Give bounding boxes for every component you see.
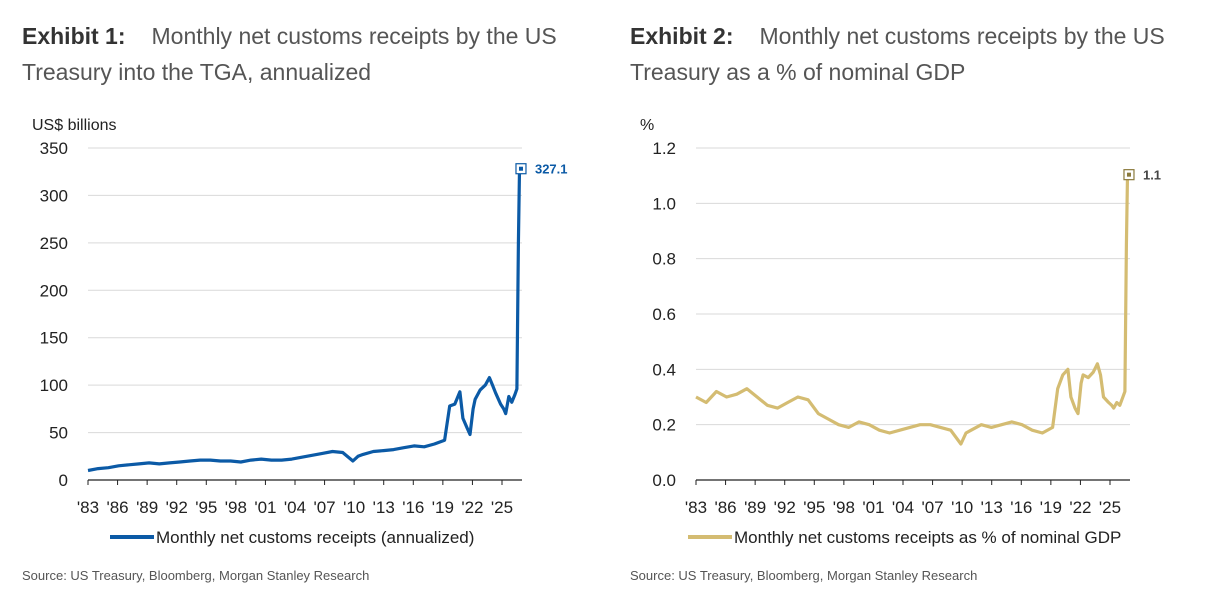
exhibit-1-panel: Exhibit 1: Monthly net customs receipts b…	[0, 0, 590, 606]
y-tick-label: 0.8	[652, 250, 676, 269]
legend-label: Monthly net customs receipts (annualized…	[156, 528, 474, 547]
x-tick-label: '13	[981, 498, 1003, 517]
exhibit-1-source: Source: US Treasury, Bloomberg, Morgan S…	[22, 568, 370, 583]
x-tick-label: '92	[774, 498, 796, 517]
y-tick-label: 200	[40, 281, 68, 300]
exhibit-1-title-text: Monthly net customs receipts by the US T…	[22, 23, 557, 85]
exhibit-2-title: Exhibit 2: Monthly net customs receipts b…	[630, 18, 1190, 90]
x-tick-label: '95	[803, 498, 825, 517]
x-tick-label: '89	[136, 498, 158, 517]
x-tick-label: '98	[225, 498, 247, 517]
exhibit-2-chart: % 0.0 0.2 0.4 0.6 0.8 1.0 1.2 '83 '86 '89 '92 '95 '98…	[640, 117, 1161, 547]
y-tick-label: 100	[40, 376, 68, 395]
x-tick-label: '83	[685, 498, 707, 517]
x-tick-label: '92	[166, 498, 188, 517]
x-tick-label: '98	[833, 498, 855, 517]
exhibit-2-label: Exhibit 2:	[630, 23, 734, 49]
y-tick-label: 0.0	[652, 471, 676, 490]
series-line	[695, 174, 1130, 446]
y-axis-unit-label: %	[640, 117, 654, 134]
x-tick-label: '22	[461, 498, 483, 517]
x-tick-label: '86	[714, 498, 736, 517]
x-tick-label: '10	[951, 498, 973, 517]
y-tick-label: 50	[49, 424, 68, 443]
x-tick-label: '83	[77, 498, 99, 517]
x-tick-label: '25	[491, 498, 513, 517]
annotation-marker-dot	[518, 166, 523, 171]
exhibit-2-title-text: Monthly net customs receipts by the US T…	[630, 23, 1165, 85]
x-tick-label: '07	[313, 498, 335, 517]
x-tick-label: '04	[284, 498, 306, 517]
series-line	[87, 168, 522, 473]
annotation-label: 1.1	[1143, 168, 1161, 183]
exhibit-1-title: Exhibit 1: Monthly net customs receipts b…	[22, 18, 582, 90]
x-tick-label: '22	[1069, 498, 1091, 517]
exhibit-1-label: Exhibit 1:	[22, 23, 126, 49]
y-tick-label: 250	[40, 234, 68, 253]
x-tick-label: '13	[373, 498, 395, 517]
x-tick-label: '25	[1099, 498, 1121, 517]
y-tick-label: 0.2	[652, 416, 676, 435]
y-tick-label: 300	[40, 186, 68, 205]
annotation-label: 327.1	[535, 162, 568, 177]
exhibit-1-chart: US$ billions 0 50 100 150 200 250 300 350 '83 '86 '…	[32, 117, 568, 547]
y-tick-label: 150	[40, 329, 68, 348]
x-tick-label: '89	[744, 498, 766, 517]
x-tick-label: '86	[106, 498, 128, 517]
x-tick-label: '07	[921, 498, 943, 517]
x-tick-label: '04	[892, 498, 914, 517]
annotation-marker-dot	[1126, 172, 1131, 177]
y-tick-label: 0.6	[652, 305, 676, 324]
x-tick-label: '16	[1010, 498, 1032, 517]
x-tick-label: '19	[432, 498, 454, 517]
x-tick-label: '19	[1040, 498, 1062, 517]
x-tick-label: '01	[862, 498, 884, 517]
x-tick-label: '95	[195, 498, 217, 517]
exhibit-2-source: Source: US Treasury, Bloomberg, Morgan S…	[630, 568, 978, 583]
legend-label: Monthly net customs receipts as % of nom…	[734, 528, 1121, 547]
y-tick-label: 1.2	[652, 139, 676, 158]
x-tick-label: '16	[402, 498, 424, 517]
y-tick-label: 0	[59, 471, 68, 490]
x-tick-label: '10	[343, 498, 365, 517]
y-axis-unit-label: US$ billions	[32, 117, 116, 134]
exhibit-2-panel: Exhibit 2: Monthly net customs receipts b…	[608, 0, 1198, 606]
y-tick-label: 0.4	[652, 360, 676, 379]
y-tick-label: 1.0	[652, 194, 676, 213]
x-tick-label: '01	[254, 498, 276, 517]
y-tick-label: 350	[40, 139, 68, 158]
